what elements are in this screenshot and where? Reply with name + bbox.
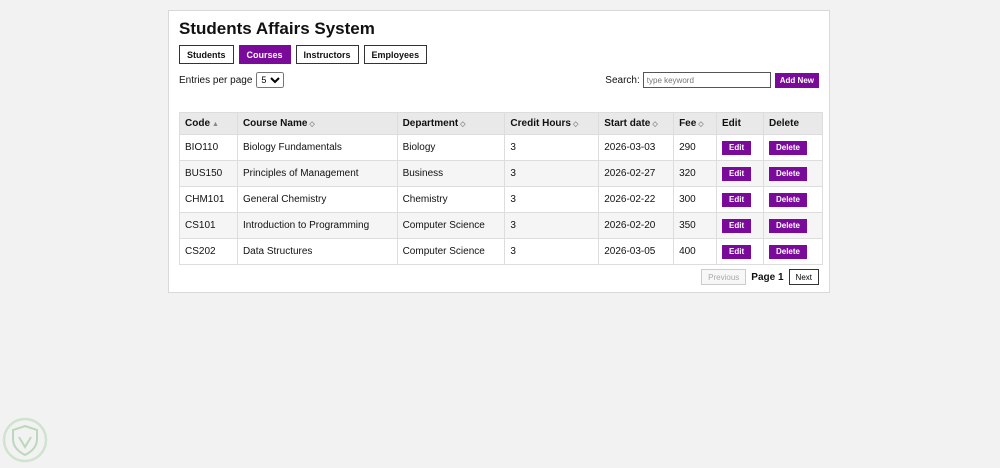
entries-label: Entries per page <box>179 74 253 86</box>
column-header-start-date[interactable]: Start date ◇ <box>598 112 675 135</box>
cell-delete: Delete <box>762 134 824 161</box>
sort-icon: ◇ <box>652 121 658 128</box>
table-row: CS101 Introduction to Programming Comput… <box>179 212 824 239</box>
courses-table: Code ▲ Course Name ◇ Department ◇ Credit Ho… <box>179 112 824 265</box>
cell-credit-hours: 3 <box>504 186 600 213</box>
cell-code: BIO110 <box>179 134 238 161</box>
cell-credit-hours: 3 <box>504 160 600 187</box>
cell-start-date: 2026-02-27 <box>598 160 675 187</box>
delete-button[interactable]: Delete <box>768 244 807 259</box>
tab-students[interactable]: Students <box>179 45 234 64</box>
cell-fee: 320 <box>673 160 718 187</box>
edit-button[interactable]: Edit <box>722 192 752 207</box>
cell-course-name: General Chemistry <box>236 186 398 213</box>
edit-button[interactable]: Edit <box>722 244 752 259</box>
previous-button[interactable]: Previous <box>701 269 747 285</box>
cell-delete: Delete <box>762 160 824 187</box>
cell-department: Biology <box>396 134 506 161</box>
column-header-code[interactable]: Code ▲ <box>179 112 238 135</box>
cell-edit: Edit <box>716 212 764 239</box>
cell-edit: Edit <box>716 160 764 187</box>
sort-icon: ◇ <box>698 121 704 128</box>
cell-delete: Delete <box>762 212 824 239</box>
cell-edit: Edit <box>716 186 764 213</box>
table-row: BUS150 Principles of Management Business… <box>179 160 824 187</box>
cell-department: Chemistry <box>396 186 506 213</box>
pagination: Previous Page 1 Next <box>701 269 819 285</box>
page-title: Students Affairs System <box>179 19 375 38</box>
cell-fee: 400 <box>673 238 718 265</box>
table-row: CHM101 General Chemistry Chemistry 3 202… <box>179 186 824 213</box>
column-header-credit-hours[interactable]: Credit Hours ◇ <box>504 112 600 135</box>
main-panel: Students Affairs System Students Courses… <box>168 10 830 293</box>
cell-start-date: 2026-02-22 <box>598 186 675 213</box>
table-row: BIO110 Biology Fundamentals Biology 3 20… <box>179 134 824 161</box>
cell-course-name: Data Structures <box>236 238 398 265</box>
entries-per-page: Entries per page 5 <box>179 72 285 88</box>
column-header-fee[interactable]: Fee ◇ <box>673 112 718 135</box>
next-button[interactable]: Next <box>788 269 819 285</box>
cell-credit-hours: 3 <box>504 212 600 239</box>
cell-code: CS101 <box>179 212 238 239</box>
entries-select[interactable]: 5 <box>256 72 285 88</box>
cell-code: BUS150 <box>179 160 238 187</box>
cell-course-name: Principles of Management <box>236 160 398 187</box>
tab-employees[interactable]: Employees <box>363 45 428 64</box>
cell-code: CHM101 <box>179 186 238 213</box>
sort-icon: ◇ <box>460 121 466 128</box>
cell-department: Computer Science <box>396 238 506 265</box>
table-header-row: Code ▲ Course Name ◇ Department ◇ Credit Ho… <box>179 112 824 135</box>
delete-button[interactable]: Delete <box>768 140 807 155</box>
shield-logo-icon <box>2 417 48 468</box>
delete-button[interactable]: Delete <box>768 218 807 233</box>
search-bar: Search: Add New <box>605 72 819 88</box>
cell-start-date: 2026-02-20 <box>598 212 675 239</box>
sort-asc-icon: ▲ <box>212 121 219 128</box>
cell-start-date: 2026-03-05 <box>598 238 675 265</box>
column-header-course-name[interactable]: Course Name ◇ <box>236 112 398 135</box>
cell-course-name: Introduction to Programming <box>236 212 398 239</box>
add-new-button[interactable]: Add New <box>774 72 819 88</box>
sort-icon: ◇ <box>309 121 315 128</box>
search-label: Search: <box>605 74 640 86</box>
cell-start-date: 2026-03-03 <box>598 134 675 161</box>
cell-edit: Edit <box>716 134 764 161</box>
tab-instructors[interactable]: Instructors <box>295 45 359 64</box>
cell-department: Computer Science <box>396 212 506 239</box>
table-row: CS202 Data Structures Computer Science 3… <box>179 238 824 265</box>
edit-button[interactable]: Edit <box>722 218 752 233</box>
search-input[interactable] <box>642 72 771 88</box>
column-header-edit: Edit <box>716 112 764 135</box>
delete-button[interactable]: Delete <box>768 166 807 181</box>
cell-fee: 350 <box>673 212 718 239</box>
cell-credit-hours: 3 <box>504 134 600 161</box>
cell-fee: 300 <box>673 186 718 213</box>
cell-edit: Edit <box>716 238 764 265</box>
cell-department: Business <box>396 160 506 187</box>
cell-delete: Delete <box>762 238 824 265</box>
edit-button[interactable]: Edit <box>722 166 752 181</box>
cell-credit-hours: 3 <box>504 238 600 265</box>
sort-icon: ◇ <box>572 121 579 128</box>
tab-courses[interactable]: Courses <box>238 45 291 64</box>
column-header-delete: Delete <box>762 112 824 135</box>
page-indicator: Page 1 <box>751 271 784 283</box>
column-header-department[interactable]: Department ◇ <box>396 112 506 135</box>
delete-button[interactable]: Delete <box>768 192 807 207</box>
edit-button[interactable]: Edit <box>722 140 752 155</box>
cell-fee: 290 <box>673 134 718 161</box>
cell-code: CS202 <box>179 238 238 265</box>
cell-delete: Delete <box>762 186 824 213</box>
cell-course-name: Biology Fundamentals <box>236 134 398 161</box>
nav-tabs: Students Courses Instructors Employees <box>179 45 428 64</box>
